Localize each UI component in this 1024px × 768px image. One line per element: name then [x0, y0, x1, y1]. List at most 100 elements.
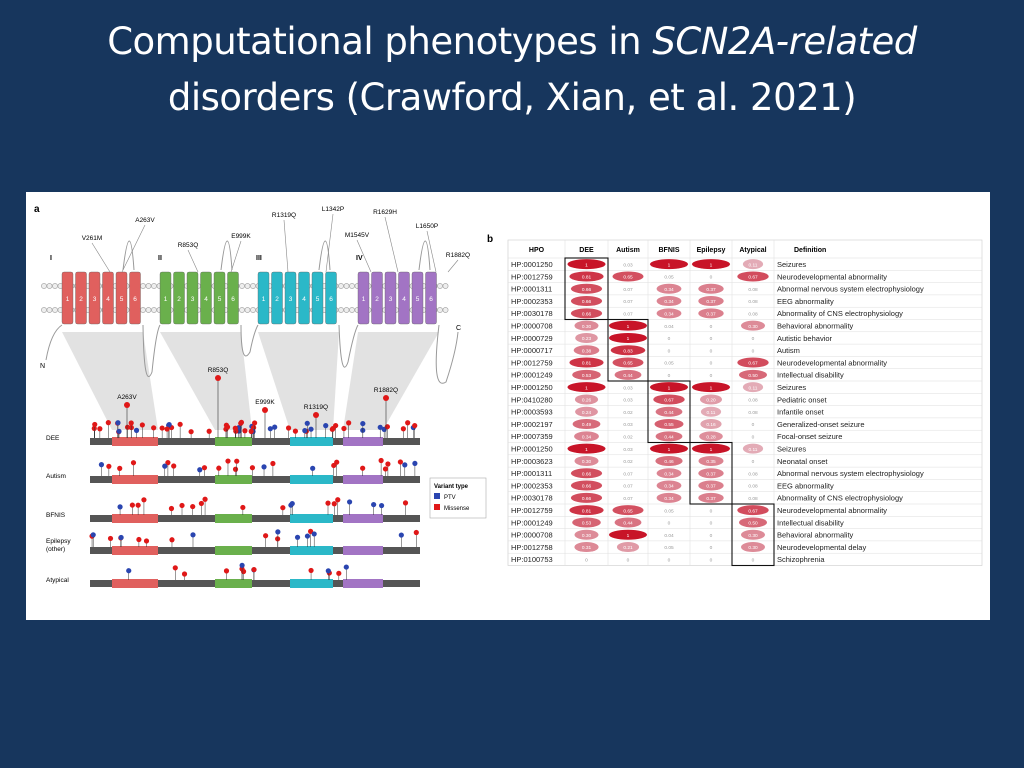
score-ellipse: [737, 271, 769, 282]
lollipop-head: [179, 502, 185, 509]
score: 0: [710, 336, 713, 342]
segment-label: 1: [164, 296, 168, 303]
score: 0.34: [664, 312, 674, 318]
score-ellipse: [569, 357, 604, 368]
lollipop-head: [90, 532, 96, 538]
score-ellipse: [698, 480, 724, 491]
variant-label: R1629H: [373, 209, 397, 216]
score: 0.07: [623, 312, 633, 318]
lollipop-head: [346, 499, 353, 505]
score-ellipse: [574, 529, 599, 540]
score: 0.46: [664, 459, 674, 465]
score: 0.08: [748, 398, 758, 404]
score-ellipse: [737, 357, 769, 368]
group-box: [647, 380, 691, 444]
score: 1: [627, 336, 630, 342]
protein-bar: [90, 515, 420, 522]
score: 0: [710, 521, 713, 527]
lollipop-head: [124, 424, 131, 430]
score: 0.23: [582, 336, 592, 342]
score-ellipse: [700, 394, 722, 405]
helix: [298, 271, 310, 325]
lollipop-head: [141, 497, 147, 503]
lollipop-head: [136, 536, 142, 543]
score-ellipse: [570, 283, 603, 294]
score: 0.24: [582, 410, 592, 416]
score-ellipse: [656, 492, 682, 503]
membrane-lipid: [41, 307, 47, 313]
lollipop-head: [272, 424, 278, 430]
score: 0: [710, 348, 713, 354]
domain-box: [112, 514, 158, 523]
terminus-label: C: [456, 325, 461, 332]
score: 0: [752, 435, 755, 441]
segment-label: 6: [329, 296, 333, 303]
membrane-lipid: [151, 307, 157, 313]
score: 0.50: [748, 521, 758, 527]
score: 0: [752, 422, 755, 428]
group-box: [564, 257, 609, 321]
lollipop-head: [206, 428, 212, 434]
score: 0.11: [749, 385, 758, 391]
score-ellipse: [567, 382, 606, 393]
lollipop-head: [172, 565, 178, 571]
linker: [240, 324, 259, 357]
score: 0.65: [623, 508, 633, 514]
score: 0.07: [623, 484, 633, 490]
score: 0: [710, 361, 713, 367]
lollipop-head: [117, 504, 123, 510]
lollipop-head: [267, 426, 273, 432]
score: 0.67: [748, 361, 758, 367]
hpo-id: HP:0030178: [511, 309, 553, 318]
membrane-lipid: [442, 307, 449, 313]
variant-label: M1545V: [345, 232, 370, 239]
lollipop-head: [240, 568, 247, 575]
score: 0.02: [623, 459, 633, 465]
definition: Intellectual disability: [777, 371, 844, 380]
score: 0: [752, 558, 755, 564]
domain-box: [215, 437, 252, 446]
domain-box: [215, 579, 252, 588]
protein-bar: [90, 547, 420, 554]
domain-label: III: [256, 255, 262, 262]
score: 0.53: [582, 521, 592, 527]
leader-line: [325, 213, 334, 273]
definition: Neonatal onset: [777, 457, 828, 466]
score: 1: [585, 262, 588, 268]
hpo-id: HP:0002353: [511, 297, 553, 306]
lollipop-head: [232, 425, 238, 431]
score: 0.66: [582, 299, 592, 305]
score: 0: [668, 521, 671, 527]
lollipop-head: [335, 497, 341, 503]
lollipop-head: [378, 457, 384, 464]
domain-box: [290, 546, 333, 555]
domain-label: IV: [356, 255, 363, 262]
slide-title: Computational phenotypes in SCN2A-relate…: [0, 14, 1024, 126]
variant-label: R1319Q: [272, 212, 296, 219]
lollipop-head: [129, 502, 135, 508]
lollipop-head: [201, 465, 208, 471]
title-text: Computational phenotypes in: [107, 20, 653, 63]
helix: [88, 271, 101, 325]
score: 0: [710, 533, 713, 539]
lollipop-head: [343, 564, 349, 570]
membrane-lipid: [46, 307, 53, 313]
helix: [115, 271, 128, 325]
definition: Infantile onset: [777, 408, 825, 417]
score: 0.05: [664, 361, 674, 367]
column-header: BFNIS: [659, 247, 680, 254]
panel-label: a: [34, 204, 40, 215]
lollipop-head: [198, 500, 205, 507]
score: 0.30: [582, 459, 592, 465]
segment-label: 3: [191, 296, 195, 303]
score-ellipse: [616, 542, 640, 553]
score: 0.67: [664, 398, 674, 404]
lollipop-head: [135, 502, 141, 508]
segment-label: 2: [177, 296, 181, 303]
score-ellipse: [609, 529, 647, 540]
hpo-id: HP:0001250: [511, 445, 553, 454]
definition: Abnormal nervous system electrophysiolog…: [777, 469, 924, 478]
score: 0: [668, 348, 671, 354]
lollipop-head: [190, 503, 196, 510]
